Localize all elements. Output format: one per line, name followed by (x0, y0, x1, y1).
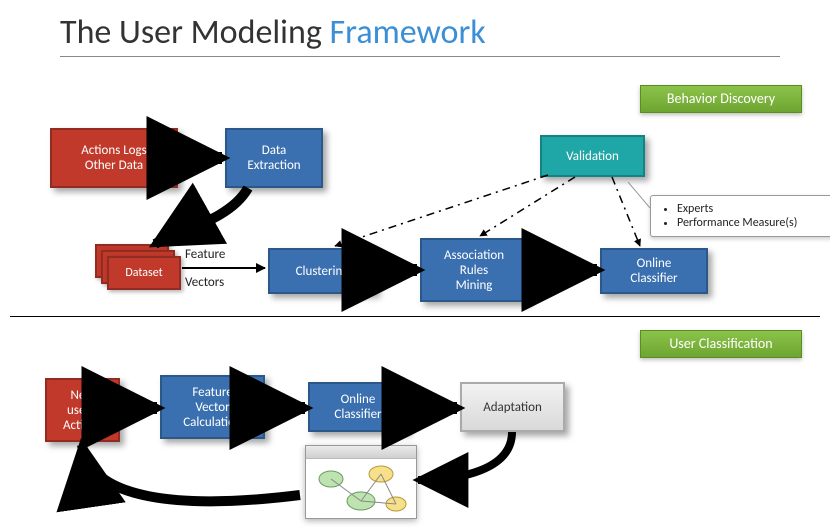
node-new-user-actions: New user's Actions (45, 378, 120, 442)
callout-item: Experts (677, 202, 826, 216)
title-main: The User Modeling (60, 12, 330, 53)
node-dataset: Dataset (107, 256, 181, 290)
node-data-extraction: Data Extraction (225, 128, 323, 188)
phase-user-classification: User Classification (640, 330, 802, 358)
node-validation: Validation (540, 135, 645, 177)
node-clustering: Clustering (268, 248, 376, 294)
phase-divider (10, 316, 820, 317)
node-actions-logs: Actions Logs Other Data (50, 128, 178, 188)
node-feature-vector-calc: Feature Vector Calculation (160, 375, 265, 439)
label-vectors: Vectors (185, 275, 224, 290)
node-association-rules: Association Rules Mining (420, 238, 528, 302)
node-dataset-stack: Dataset (95, 244, 185, 294)
node-online-classifier-1: Online Classifier (600, 248, 708, 294)
title-accent: Framework (330, 12, 486, 53)
node-online-classifier-2: Online Classifier (308, 382, 408, 432)
label-feature: Feature (185, 247, 225, 262)
callout-item: Performance Measure(s) (677, 216, 826, 230)
phase-behavior-discovery: Behavior Discovery (640, 85, 802, 113)
node-adaptation: Adaptation (460, 382, 565, 432)
page-title: The User Modeling Framework (60, 12, 486, 53)
title-underline (60, 56, 780, 57)
validation-callout: Experts Performance Measure(s) (650, 195, 830, 237)
embedded-app-thumbnail (305, 445, 417, 519)
